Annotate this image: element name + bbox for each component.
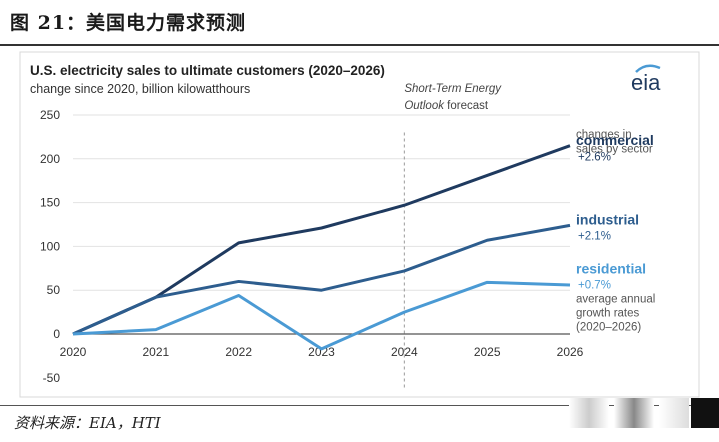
legend-footer: growth rates [576,307,640,319]
legend-header: changes in [576,129,632,141]
eia-logo: eia [631,64,661,95]
x-tick-label: 2025 [474,345,501,359]
legend-residential-rate: +0.7% [578,279,611,291]
chart-subtitle: change since 2020, billion kilowatthours [30,82,250,96]
chart: U.S. electricity sales to ultimate custo… [19,51,700,398]
forecast-label-line2: Outlook forecast [404,100,489,112]
series-line-residential [72,280,571,351]
thumbnail-4[interactable] [691,398,719,428]
y-tick-label: 250 [40,108,60,122]
source-note: 资料来源：EIA，HTI [14,414,161,432]
thumbnail-1[interactable] [569,398,609,428]
legend-footer: (2020–2026) [576,321,641,333]
y-tick-label: 50 [47,283,61,297]
x-tick-label: 2026 [557,345,584,359]
legend-footer: average annual [576,293,655,305]
x-tick-label: 2021 [142,345,169,359]
x-tick-label: 2023 [308,345,335,359]
legend-industrial-label: industrial [576,212,639,228]
forecast-label-suffix: forecast [444,100,489,112]
legend-commercial-label: commercial [576,132,654,148]
legend-header: sales by sector [576,144,653,156]
y-tick-label: 0 [53,327,60,341]
x-tick-label: 2022 [225,345,252,359]
figure-title: 图 21：美国电力需求预测 [10,12,247,34]
thumbnail-3[interactable] [659,398,689,428]
y-tick-label: 100 [40,239,60,253]
y-tick-label: 200 [40,152,60,166]
eia-logo-swoosh [635,64,661,73]
footer-divider [0,405,719,406]
x-tick-label: 2020 [60,345,87,359]
x-tick-label: 2024 [391,345,418,359]
eia-logo-text: eia [631,70,661,95]
legend-industrial-rate: +2.1% [578,230,611,242]
series-line-industrial [72,223,571,336]
chart-frame [19,51,700,398]
title-divider [0,44,719,46]
thumbnail-2[interactable] [614,398,654,428]
legend-residential-label: residential [576,261,646,277]
forecast-label-line1: Short-Term Energy [404,83,502,95]
forecast-label-outlook: Outlook [404,100,445,112]
y-tick-label: 150 [40,196,60,210]
y-tick-label: -50 [43,371,61,385]
legend-commercial-rate: +2.6% [578,152,611,164]
chart-title: U.S. electricity sales to ultimate custo… [30,63,385,78]
